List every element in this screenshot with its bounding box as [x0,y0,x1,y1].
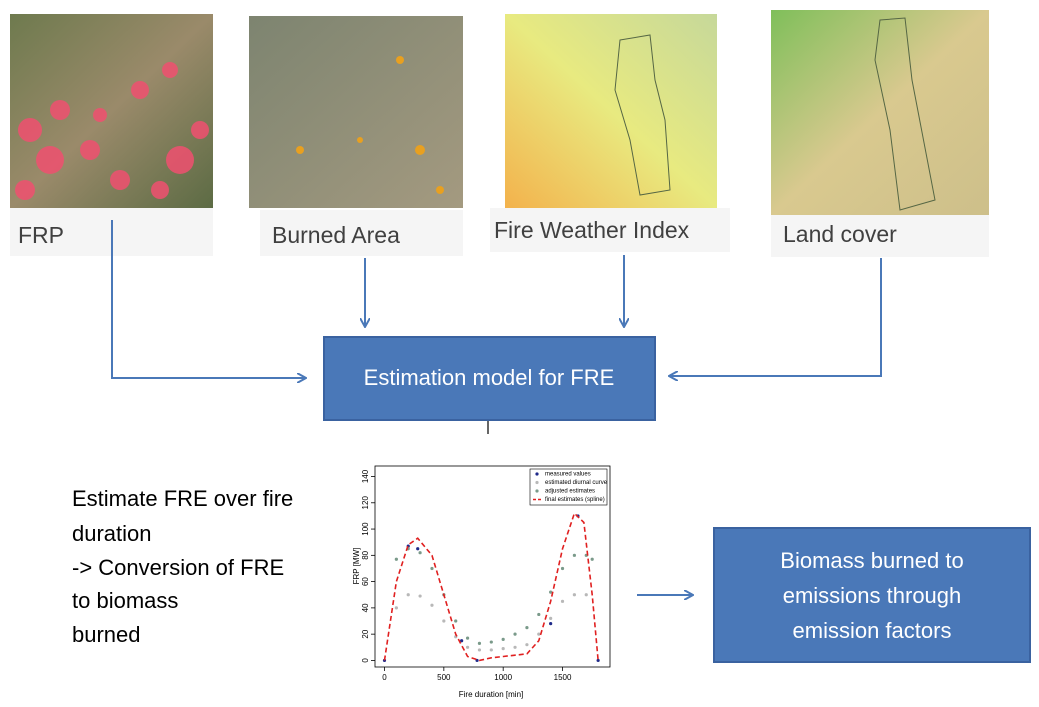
legend-label: measured values [545,472,591,478]
x-tick-label: 0 [382,673,387,682]
point [395,558,398,561]
point [490,640,493,643]
point [573,593,576,596]
legend-swatch [535,472,538,475]
y-axis-label: FRP [MW] [352,548,361,585]
point [478,648,481,651]
y-tick-label: 40 [361,603,370,612]
point [478,642,481,645]
point [597,659,600,662]
x-tick-label: 1000 [494,673,512,682]
x-tick-label: 1500 [554,673,572,682]
step-text: -> Conversion of FRE [72,555,284,580]
point [416,547,419,550]
point [407,593,410,596]
arrow [670,258,881,376]
step-text: Estimate FRE over fire [72,486,293,511]
point [442,619,445,622]
point [537,613,540,616]
point [585,593,588,596]
step-text: duration [72,521,152,546]
legend-swatch [535,489,538,492]
y-tick-label: 100 [361,522,370,536]
point [561,600,564,603]
input-label: Burned Area [272,222,400,248]
point [466,646,469,649]
legend-label: estimated diurnal curve [545,480,608,486]
point [502,638,505,641]
input-label: FRP [18,222,64,248]
chart: Fire duration [min] FRP [MW] 0 20 40 60 80 10… [352,466,610,699]
output-box-text: emissions through [783,583,962,608]
x-tick-label: 500 [437,673,451,682]
y-tick-label: 20 [361,629,370,638]
y-tick-label: 60 [361,577,370,586]
y-tick-label: 140 [361,469,370,483]
point [419,594,422,597]
point [513,646,516,649]
y-tick-label: 0 [361,658,370,663]
output-box-text: Biomass burned to [780,548,963,573]
land-cover-image [771,10,989,215]
point [537,633,540,636]
legend-swatch [535,481,538,484]
legend-label: final estimates (spline) [545,497,605,503]
y-tick-label: 120 [361,496,370,510]
point [573,554,576,557]
model-box-text: Estimation model for FRE [364,365,615,390]
burned-area-image [249,16,463,208]
point [549,617,552,620]
point [395,606,398,609]
input-label: Fire Weather Index [494,217,690,243]
point [466,636,469,639]
x-axis-label: Fire duration [min] [459,690,523,699]
point [513,633,516,636]
point [430,604,433,607]
point [502,647,505,650]
step-text: to biomass [72,588,178,613]
input-label: Land cover [783,221,897,247]
step-text: burned [72,622,141,647]
output-box-text: emission factors [793,618,952,643]
point [561,567,564,570]
point [525,626,528,629]
fwi-image [505,14,717,208]
point [549,622,552,625]
point [525,643,528,646]
point [490,648,493,651]
point [454,619,457,622]
point [419,551,422,554]
legend-label: adjusted estimates [545,489,595,495]
point [430,567,433,570]
y-tick-label: 80 [361,550,370,559]
point [591,558,594,561]
page: FRP Burned Area Fire Weather Index Land … [0,0,1039,702]
